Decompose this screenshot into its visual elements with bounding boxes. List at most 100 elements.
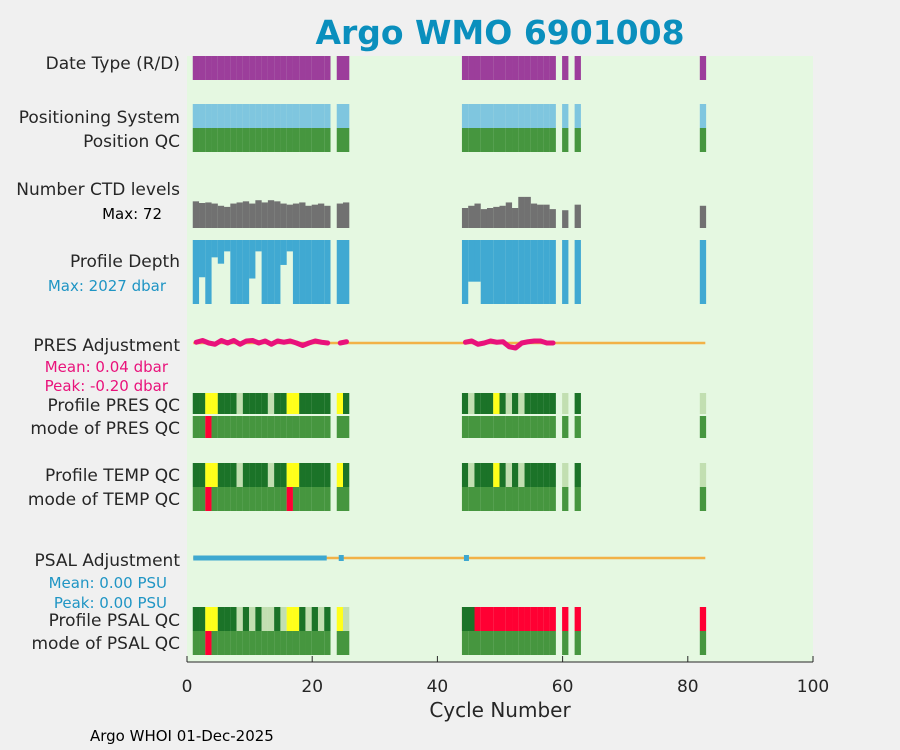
- positioning-system-bar: [274, 104, 281, 128]
- profile-depth-bar: [267, 240, 275, 304]
- profile-depth-bar: [699, 240, 707, 304]
- x-tick-label: 20: [301, 677, 323, 697]
- mode-temp-qc-bar: [317, 487, 325, 511]
- mode-psal-qc-bar: [217, 631, 225, 655]
- profile-psal-qc-bar: [343, 607, 350, 631]
- profile-pres-qc-bar: [192, 393, 200, 414]
- ctd-max-note: Max: 72: [102, 205, 162, 223]
- mode-pres-qc-bar: [217, 416, 225, 438]
- profile-psal-qc-bar: [524, 607, 531, 631]
- profile-pres-qc-bar: [468, 393, 475, 414]
- positioning-system-bar: [286, 104, 293, 128]
- profile-pres-qc-bar: [505, 393, 513, 414]
- profile-psal-qc-bar: [192, 607, 200, 631]
- ctd-level-bar: [230, 203, 237, 228]
- date-type-bar: [217, 56, 225, 80]
- profile-temp-qc-bar: [336, 463, 344, 487]
- mode-temp-qc-bar: [261, 487, 268, 511]
- mode-psal-qc-bar: [336, 631, 344, 655]
- mode-temp-qc-bar: [299, 487, 306, 511]
- x-axis-label: Cycle Number: [429, 698, 571, 722]
- x-tick-label: 60: [552, 677, 574, 697]
- date-type-bar: [343, 56, 350, 80]
- profile-pres-qc-bar: [699, 393, 707, 414]
- profile-pres-qc-bar: [493, 393, 500, 414]
- mode-psal-qc-bar: [199, 631, 206, 655]
- profile-psal-qc-bar: [224, 607, 231, 631]
- profile-pres-qc-bar: [524, 393, 531, 414]
- position-qc-bar: [493, 128, 500, 152]
- ctd-level-bar: [530, 203, 538, 228]
- profile-depth-bar: [230, 240, 237, 304]
- position-qc-bar: [518, 128, 525, 152]
- ctd-level-bar: [336, 203, 344, 228]
- profile-temp-qc-bar: [343, 463, 350, 487]
- positioning-system-bar: [537, 104, 544, 128]
- mode-temp-qc-bar: [512, 487, 519, 511]
- profile-depth-bar: [199, 240, 206, 278]
- position-qc-bar: [286, 128, 293, 152]
- mode-pres-qc-bar: [305, 416, 312, 438]
- profile-psal-qc-bar: [280, 607, 287, 631]
- positioning-system-bar: [574, 104, 581, 128]
- pres-adjustment-line: [193, 338, 331, 348]
- profile-pres-qc-bar: [317, 393, 325, 414]
- mode-temp-qc-bar: [499, 487, 506, 511]
- profile-temp-qc-bar: [286, 463, 293, 487]
- date-type-bar: [324, 56, 331, 80]
- profile-temp-qc-bar: [211, 463, 218, 487]
- profile-pres-qc-bar: [543, 393, 550, 414]
- mode-temp-qc-bar: [242, 487, 250, 511]
- positioning-system-bar: [217, 104, 225, 128]
- label-profile-psal-qc: Profile PSAL QC: [49, 611, 180, 631]
- mode-psal-qc-bar: [292, 631, 300, 655]
- mode-pres-qc-bar: [236, 416, 243, 438]
- profile-psal-qc-bar: [211, 607, 218, 631]
- mode-temp-qc-bar: [292, 487, 300, 511]
- profile-pres-qc-bar: [236, 393, 243, 414]
- mode-pres-qc-bar: [205, 416, 212, 438]
- profile-depth-bar: [343, 240, 350, 304]
- date-type-bar: [211, 56, 218, 80]
- ctd-level-bar: [292, 203, 300, 228]
- mode-psal-qc-bar: [211, 631, 218, 655]
- position-qc-bar: [574, 128, 581, 152]
- mode-pres-qc-bar: [505, 416, 513, 438]
- profile-temp-qc-bar: [280, 463, 287, 487]
- pres-adjustment-line: [462, 338, 556, 351]
- date-type-bar: [524, 56, 531, 80]
- positioning-system-bar: [211, 104, 218, 128]
- mode-pres-qc-bar: [317, 416, 325, 438]
- profile-temp-qc-bar: [562, 463, 569, 487]
- profile-psal-qc-bar: [230, 607, 237, 631]
- profile-pres-qc-bar: [292, 393, 300, 414]
- mode-psal-qc-bar: [311, 631, 318, 655]
- profile-psal-qc-bar: [299, 607, 306, 631]
- profile-depth-bar: [292, 240, 300, 304]
- position-qc-bar: [224, 128, 231, 152]
- profile-temp-qc-bar: [524, 463, 531, 487]
- label-profile-pres-qc: Profile PRES QC: [47, 396, 180, 416]
- profile-pres-qc-bar: [205, 393, 212, 414]
- mode-temp-qc-bar: [468, 487, 475, 511]
- position-qc-bar: [230, 128, 237, 152]
- profile-psal-qc-bar: [267, 607, 275, 631]
- date-type-bar: [468, 56, 475, 80]
- mode-psal-qc-bar: [343, 631, 350, 655]
- ctd-level-bar: [199, 203, 206, 228]
- profile-temp-qc-bar: [461, 463, 469, 487]
- ctd-level-bar: [311, 204, 318, 228]
- date-type-bar: [317, 56, 325, 80]
- profile-depth-bar: [574, 240, 581, 304]
- x-axis: 0 20 40 60 80 100: [182, 656, 829, 697]
- mode-pres-qc-bar: [274, 416, 281, 438]
- ctd-level-bar: [518, 196, 525, 228]
- mode-temp-qc-bar: [480, 487, 488, 511]
- mode-psal-qc-bar: [236, 631, 243, 655]
- profile-temp-qc-bar: [574, 463, 581, 487]
- mode-temp-qc-bar: [224, 487, 231, 511]
- mode-pres-qc-bar: [574, 416, 581, 438]
- date-type-bar: [537, 56, 544, 80]
- mode-pres-qc-bar: [224, 416, 231, 438]
- profile-pres-qc-bar: [512, 393, 519, 414]
